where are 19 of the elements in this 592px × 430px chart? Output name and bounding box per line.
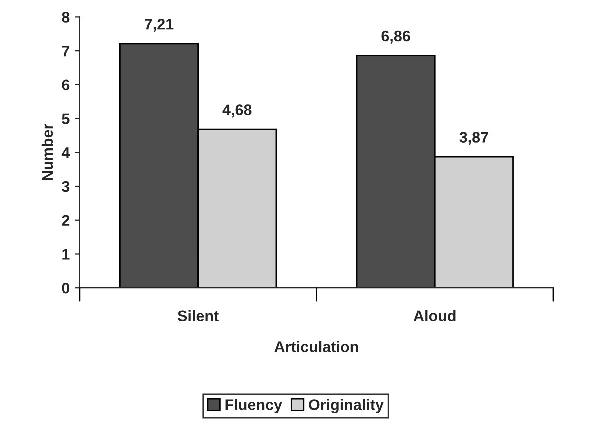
y-tick-label: 1 — [62, 249, 70, 260]
y-tick-label: 7 — [62, 46, 70, 57]
data-label: 3,87 — [460, 132, 488, 146]
data-label: 7,21 — [145, 19, 174, 32]
legend-label: Originality — [309, 399, 384, 414]
y-axis-title: Number — [42, 124, 54, 180]
y-tick-label: 0 — [62, 282, 70, 294]
y-tick-label: 3 — [62, 181, 70, 192]
y-tick-label: 6 — [62, 80, 70, 91]
y-tick-label: 2 — [62, 215, 70, 226]
x-tick-label: Silent — [178, 310, 219, 322]
y-tick-label: 8 — [62, 12, 70, 23]
x-axis-title: Articulation — [274, 341, 358, 352]
legend-label: Fluency — [226, 399, 282, 414]
data-label: 4,68 — [222, 104, 252, 118]
y-tick-label: 5 — [62, 114, 70, 124]
x-tick-label: Aloud — [414, 310, 456, 322]
data-label: 6,86 — [382, 30, 410, 44]
y-tick-label: 4 — [62, 148, 70, 158]
